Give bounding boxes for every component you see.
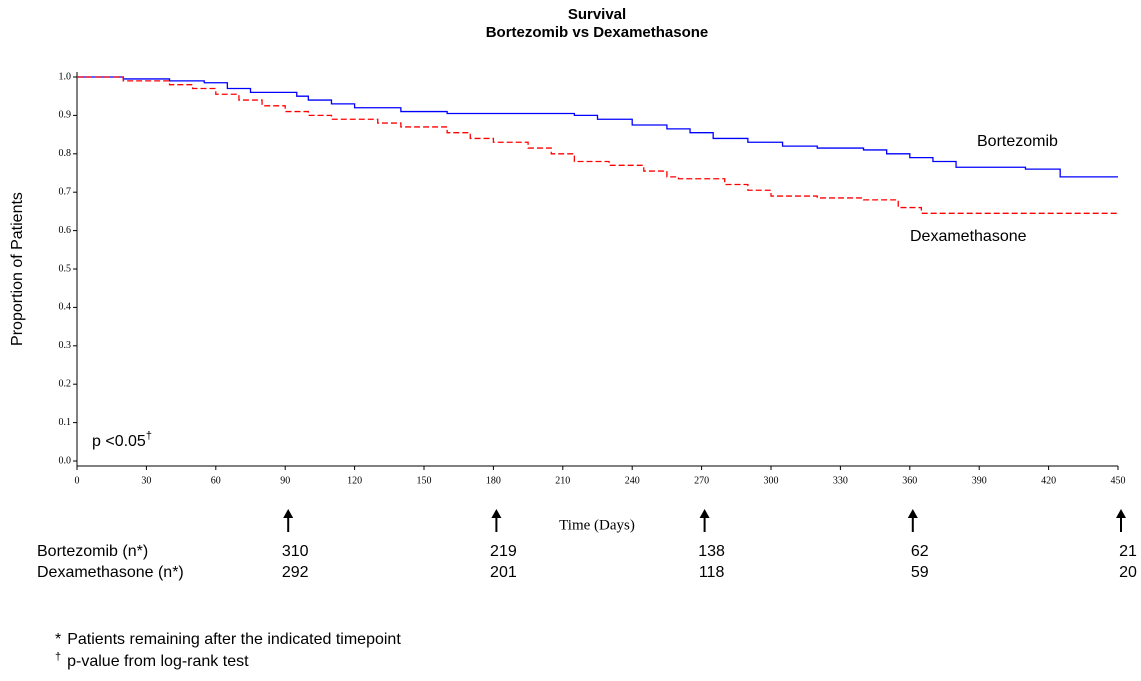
timepoint-arrowhead: [283, 509, 294, 518]
risk-count: 21: [1119, 543, 1137, 560]
x-tick-label: 180: [486, 475, 501, 486]
p-value-mark: †: [146, 430, 152, 442]
risk-count: 138: [698, 543, 725, 560]
timepoint-arrowhead: [907, 509, 918, 518]
y-tick-label: 0.7: [59, 186, 72, 197]
risk-row-label: Bortezomib (n*): [37, 543, 148, 560]
risk-count: 59: [911, 564, 929, 581]
y-tick-label: 0.2: [59, 378, 72, 389]
risk-count: 219: [490, 543, 517, 560]
y-tick-label: 0.1: [59, 417, 72, 428]
footnote-text: Patients remaining after the indicated t…: [67, 631, 401, 648]
series-label: Bortezomib: [977, 133, 1058, 150]
footnote: † p-value from log-rank test: [55, 651, 249, 670]
y-tick-label: 0.5: [59, 263, 72, 274]
x-tick-label: 90: [280, 475, 290, 486]
x-tick-label: 120: [347, 475, 362, 486]
chart-title: Survival: [568, 6, 626, 23]
y-tick-label: 0.9: [59, 110, 72, 121]
risk-count: 310: [282, 543, 309, 560]
x-tick-label: 360: [902, 475, 917, 486]
y-tick-label: 0.4: [59, 302, 72, 313]
p-value-text: p <0.05: [92, 433, 146, 450]
y-tick-label: 0.0: [59, 455, 72, 466]
x-tick-label: 390: [972, 475, 987, 486]
risk-count: 292: [282, 564, 309, 581]
footnote: * Patients remaining after the indicated …: [55, 631, 401, 648]
x-tick-label: 300: [764, 475, 779, 486]
timepoint-arrowhead: [699, 509, 710, 518]
survival-curve: [77, 76, 1118, 178]
risk-count: 201: [490, 564, 517, 581]
timepoint-arrowhead: [491, 509, 502, 518]
y-tick-label: 0.3: [59, 340, 72, 351]
risk-count: 118: [699, 564, 725, 581]
risk-count: 20: [1119, 564, 1137, 581]
x-tick-label: 330: [833, 475, 848, 486]
footnote-mark: *: [55, 631, 61, 648]
x-tick-label: 0: [75, 475, 80, 486]
x-tick-label: 420: [1041, 475, 1056, 486]
footnote-mark: †: [55, 651, 61, 663]
x-axis-label: Time (Days): [559, 517, 635, 533]
chart-subtitle: Bortezomib vs Dexamethasone: [486, 24, 709, 41]
y-axis-label: Proportion of Patients: [9, 192, 26, 346]
x-tick-label: 60: [211, 475, 221, 486]
x-tick-label: 270: [694, 475, 709, 486]
series-label: Dexamethasone: [910, 228, 1027, 245]
x-tick-label: 240: [625, 475, 640, 486]
p-value: p <0.05†: [92, 430, 152, 450]
survival-curve: [77, 76, 1118, 214]
x-tick-label: 450: [1111, 475, 1126, 486]
y-tick-label: 1.0: [59, 71, 72, 82]
x-tick-label: 30: [141, 475, 151, 486]
risk-count: 62: [911, 543, 929, 560]
y-tick-label: 0.8: [59, 148, 72, 159]
x-tick-label: 150: [417, 475, 432, 486]
y-tick-label: 0.6: [59, 225, 72, 236]
x-tick-label: 210: [555, 475, 570, 486]
footnote-text: p-value from log-rank test: [67, 653, 249, 670]
timepoint-arrowhead: [1116, 509, 1126, 518]
risk-row-label: Dexamethasone (n*): [37, 564, 184, 581]
